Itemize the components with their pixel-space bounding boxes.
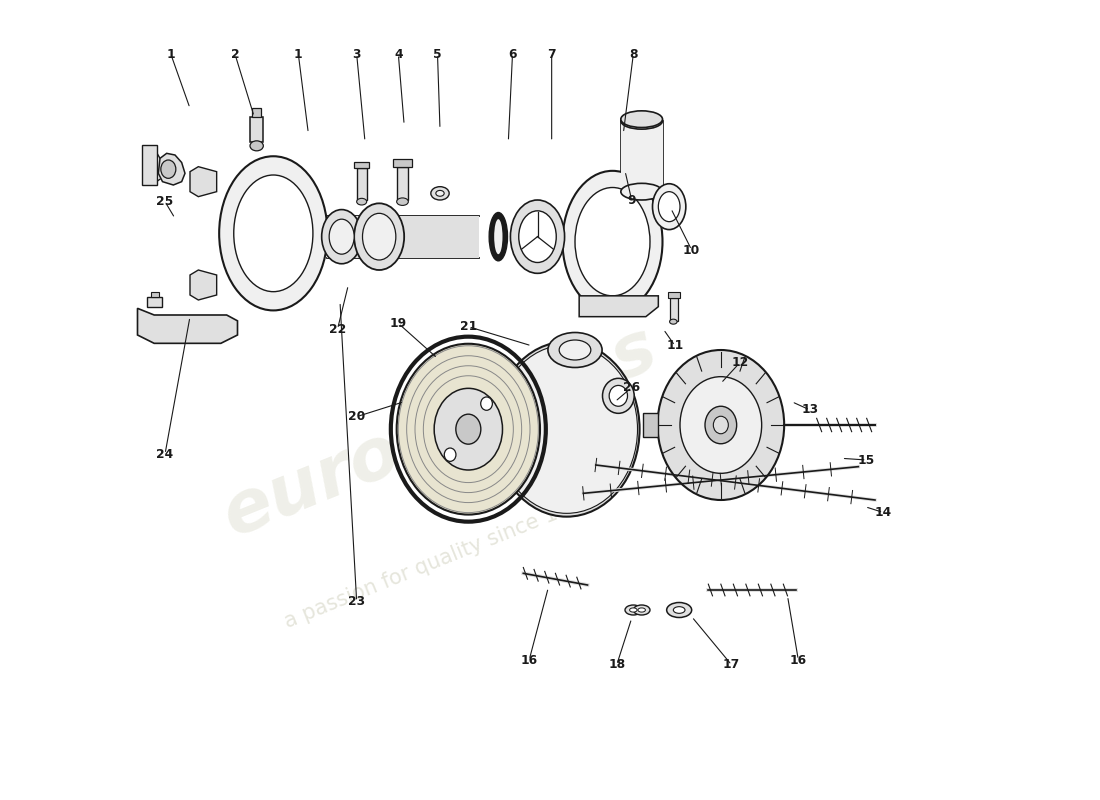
Text: 26: 26 [623,381,640,394]
Text: 2: 2 [231,48,240,61]
Ellipse shape [233,175,312,292]
Text: 1: 1 [166,48,175,61]
Ellipse shape [356,198,366,205]
Bar [147,297,163,306]
Text: 17: 17 [723,658,740,671]
Ellipse shape [494,342,639,517]
Text: 20: 20 [348,410,365,423]
Ellipse shape [575,187,650,296]
Text: 4: 4 [394,48,403,61]
Polygon shape [580,296,658,317]
Text: 16: 16 [790,654,807,666]
Bar [397,166,408,200]
Ellipse shape [490,213,507,261]
Polygon shape [620,121,662,192]
Text: 12: 12 [732,356,749,369]
Bar [394,159,411,166]
Ellipse shape [620,113,662,129]
Text: 23: 23 [348,595,365,608]
Ellipse shape [673,606,685,614]
Ellipse shape [510,200,564,274]
Ellipse shape [620,111,662,127]
Ellipse shape [620,183,662,200]
Text: 7: 7 [548,48,556,61]
Text: 18: 18 [608,658,625,671]
Ellipse shape [658,192,680,222]
Text: 11: 11 [667,339,683,352]
Text: 24: 24 [156,448,174,461]
Ellipse shape [680,377,761,474]
Ellipse shape [397,344,540,514]
Ellipse shape [436,190,444,196]
Ellipse shape [652,184,685,230]
Text: 15: 15 [858,454,876,466]
Polygon shape [190,166,217,197]
Text: 6: 6 [508,48,517,61]
Text: 25: 25 [156,195,174,208]
Ellipse shape [363,214,396,260]
Text: 8: 8 [629,48,638,61]
Text: 19: 19 [389,317,407,330]
Text: 5: 5 [433,48,442,61]
Text: 16: 16 [520,654,538,666]
Text: 9: 9 [627,194,636,206]
Ellipse shape [559,340,591,360]
Polygon shape [327,216,480,258]
Ellipse shape [455,414,481,444]
Ellipse shape [638,608,646,612]
Text: a passion for quality since 1985: a passion for quality since 1985 [282,489,598,631]
Ellipse shape [494,219,503,254]
Polygon shape [138,308,238,343]
Ellipse shape [705,406,737,444]
Bar [670,298,678,321]
Text: 14: 14 [874,506,892,519]
Ellipse shape [670,319,678,324]
Bar [250,117,263,142]
Ellipse shape [354,203,404,270]
Ellipse shape [562,171,662,313]
Ellipse shape [496,345,638,514]
Ellipse shape [321,210,362,264]
Ellipse shape [219,156,328,310]
Ellipse shape [434,388,503,470]
Bar [668,292,680,298]
Ellipse shape [667,602,692,618]
Ellipse shape [609,386,627,406]
Text: 10: 10 [683,243,701,257]
Bar [356,168,366,200]
Ellipse shape [329,219,354,254]
Bar [354,162,370,168]
Text: 21: 21 [460,320,477,333]
Text: 22: 22 [329,322,346,336]
Ellipse shape [658,350,784,500]
Bar [151,292,160,297]
Ellipse shape [625,605,641,615]
Polygon shape [190,270,217,300]
Ellipse shape [431,186,449,200]
Ellipse shape [629,608,637,612]
Text: europaares: europaares [212,314,668,550]
Ellipse shape [603,378,635,414]
Ellipse shape [397,198,408,206]
Ellipse shape [161,160,176,178]
Ellipse shape [634,605,650,615]
Text: 3: 3 [352,48,361,61]
Bar [142,145,156,185]
Bar [642,414,658,437]
Text: 13: 13 [802,403,818,417]
Bar [253,108,261,117]
Ellipse shape [519,211,557,262]
Text: 1: 1 [294,48,302,61]
Ellipse shape [250,141,263,151]
Ellipse shape [713,416,728,434]
Ellipse shape [548,333,602,367]
Polygon shape [158,154,185,185]
Ellipse shape [444,448,456,462]
Ellipse shape [481,397,493,410]
